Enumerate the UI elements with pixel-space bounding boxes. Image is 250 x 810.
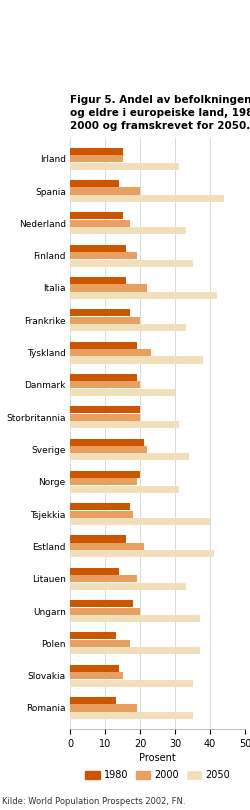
Bar (70, 518, 210, 525)
Bar (70, 277, 126, 284)
Bar (70, 672, 122, 680)
Bar (70, 665, 119, 671)
Bar (70, 438, 144, 446)
Bar (70, 471, 140, 478)
Bar (70, 633, 116, 640)
Bar (70, 259, 192, 266)
Bar (70, 284, 147, 292)
Bar (70, 568, 119, 575)
Bar (70, 486, 178, 492)
Bar (70, 317, 140, 324)
Legend: 1980, 2000, 2050: 1980, 2000, 2050 (81, 766, 234, 784)
Bar (70, 382, 140, 389)
Bar (70, 245, 126, 252)
Bar (70, 212, 122, 220)
Bar (70, 608, 140, 615)
Bar (70, 550, 214, 557)
Bar (70, 147, 122, 155)
Bar (70, 156, 122, 162)
Bar (70, 615, 200, 622)
Bar (70, 647, 200, 654)
Bar (70, 697, 116, 704)
Bar (70, 349, 150, 356)
Bar (70, 421, 178, 428)
X-axis label: Prosent: Prosent (139, 752, 176, 763)
Bar (70, 220, 130, 227)
Bar (70, 187, 140, 194)
Bar (70, 195, 224, 202)
Bar (70, 389, 175, 396)
Text: Kilde: World Population Prospects 2002, FN.: Kilde: World Population Prospects 2002, … (2, 797, 186, 806)
Bar (70, 510, 133, 518)
Bar (70, 252, 136, 259)
Bar (70, 543, 144, 550)
Bar (70, 227, 186, 234)
Bar (70, 309, 130, 317)
Bar (70, 356, 203, 364)
Bar (70, 640, 130, 647)
Bar (70, 535, 126, 543)
Bar (70, 575, 136, 582)
Bar (70, 680, 192, 687)
Bar (70, 406, 140, 413)
Bar (70, 163, 178, 169)
Bar (70, 712, 192, 719)
Bar (70, 342, 136, 348)
Bar (70, 582, 186, 590)
Bar (70, 446, 147, 453)
Bar (70, 478, 136, 485)
Text: Figur 5. Andel av befolkningen 60 år
og eldre i europeiske land, 1980,
2000 og f: Figur 5. Andel av befolkningen 60 år og … (70, 93, 250, 131)
Bar (70, 180, 119, 187)
Bar (70, 414, 140, 420)
Bar (70, 374, 136, 381)
Bar (70, 324, 186, 331)
Bar (70, 503, 130, 510)
Bar (70, 292, 217, 299)
Bar (70, 454, 189, 461)
Bar (70, 705, 136, 711)
Bar (70, 600, 133, 608)
